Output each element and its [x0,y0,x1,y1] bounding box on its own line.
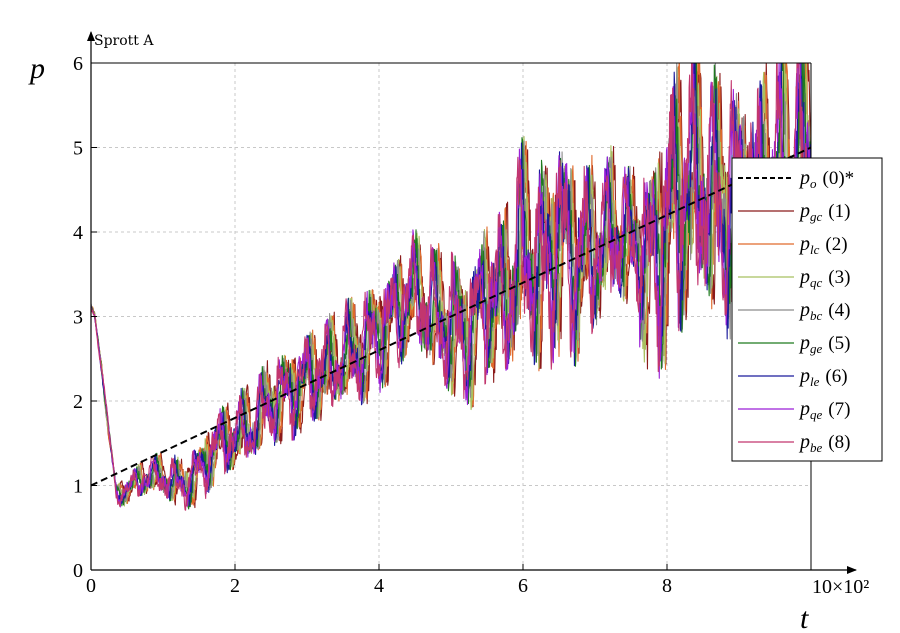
y-tick-label-6: 6 [73,53,83,75]
x-tick-label-0: 0 [86,575,96,597]
series-line-6 [91,63,811,507]
x-tick-label-2: 4 [374,575,384,597]
legend-entry-1: pgc (1) [798,200,850,224]
x-tick-label-3: 6 [518,575,528,597]
y-tick-label-0: 0 [73,560,83,582]
tick-labels: 0 2 4 6 8 0 1 2 3 4 5 6 [73,53,672,597]
chart-title: Sprott A [94,33,154,49]
series-line-8 [91,63,811,511]
legend-entry-3: pqc (3) [798,266,850,290]
legend: po (0)* pgc (1) plc (2) pqc (3) pbc (4) pge (5) ple(… [731,157,883,462]
y-tick-label-5: 5 [73,138,83,160]
axes [87,31,857,574]
y-tick-label-3: 3 [73,307,83,329]
reference-line [91,146,811,487]
reference-layer [91,146,811,487]
x-multiplier-label: 10×10² [812,576,869,598]
y-axis-label: p [28,52,45,85]
x-tick-label-1: 2 [230,575,240,597]
legend-entry-7: pqe (7) [798,398,850,422]
legend-entry-6: ple (6) [798,365,848,389]
legend-entry-0: po (0)* [798,167,854,191]
y-tick-label-1: 1 [73,476,83,498]
legend-entry-8: pbe (8) [798,431,850,455]
x-axis-label: t [800,602,809,633]
legend-entry-2: plc (2) [798,233,848,257]
x-tick-label-4: 8 [662,575,672,597]
legend-entry-4: pbc (4) [798,299,850,323]
series-layer [91,63,811,511]
y-tick-label-2: 2 [73,391,83,413]
legend-entry-5: pge (5) [798,332,850,356]
y-tick-label-4: 4 [73,222,83,244]
